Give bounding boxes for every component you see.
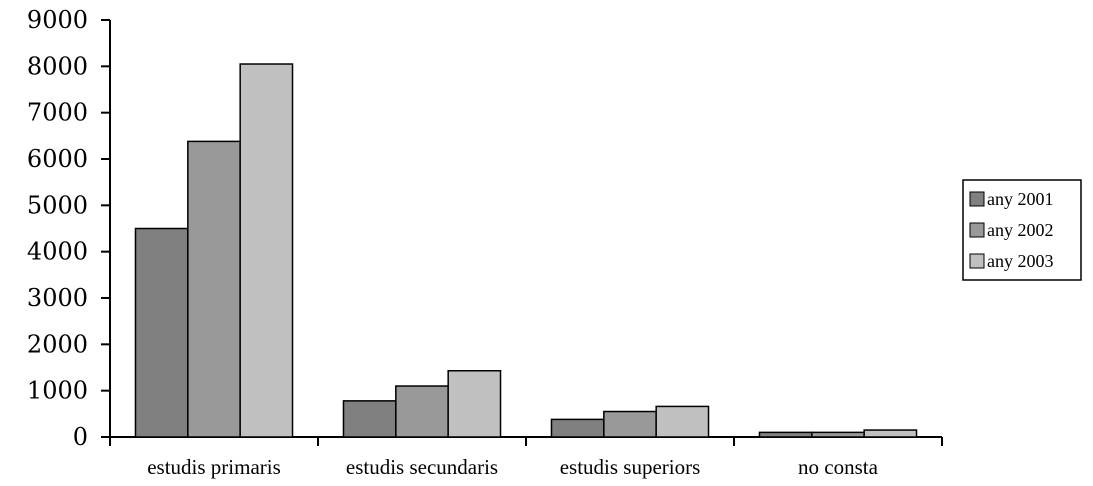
y-tick-label: 8000	[27, 52, 88, 80]
bar	[134, 227, 189, 438]
bar	[603, 410, 657, 438]
bar	[863, 429, 918, 438]
bar	[655, 405, 710, 438]
bar	[342, 400, 397, 438]
y-tick-label: 5000	[27, 191, 88, 219]
bar	[239, 63, 294, 438]
legend-swatch	[969, 253, 985, 269]
bar	[758, 431, 813, 438]
y-axis: 0 1000 2000 3000 4000 5000 6000 7000 8000 9000	[27, 6, 111, 451]
bar	[187, 140, 241, 438]
x-category-label: estudis superiors	[560, 455, 701, 479]
y-tick-label: 2000	[27, 330, 88, 358]
bar	[447, 369, 502, 438]
y-tick-label: 7000	[27, 99, 88, 127]
bars	[134, 63, 918, 438]
legend-label: any 2003	[987, 251, 1054, 271]
y-tick-label: 1000	[27, 377, 88, 405]
legend-label: any 2001	[987, 189, 1054, 209]
bar	[550, 418, 605, 438]
legend-swatch	[969, 222, 985, 238]
legend-swatch	[969, 191, 985, 207]
x-axis: estudis primaris estudis secundaris estudi…	[109, 436, 943, 479]
y-tick-label: 6000	[27, 145, 88, 173]
x-category-label: estudis secundaris	[346, 455, 498, 479]
bar	[811, 431, 865, 438]
y-tick-label: 0	[73, 423, 88, 451]
y-tick-label: 3000	[27, 284, 88, 312]
y-tick-label: 4000	[27, 238, 88, 266]
x-category-label: estudis primaris	[147, 455, 281, 479]
x-category-label: no consta	[798, 455, 879, 479]
y-tick-label: 9000	[27, 6, 88, 34]
legend-label: any 2002	[987, 220, 1054, 240]
bar	[395, 385, 449, 438]
legend: any 2001 any 2002 any 2003	[962, 179, 1082, 281]
